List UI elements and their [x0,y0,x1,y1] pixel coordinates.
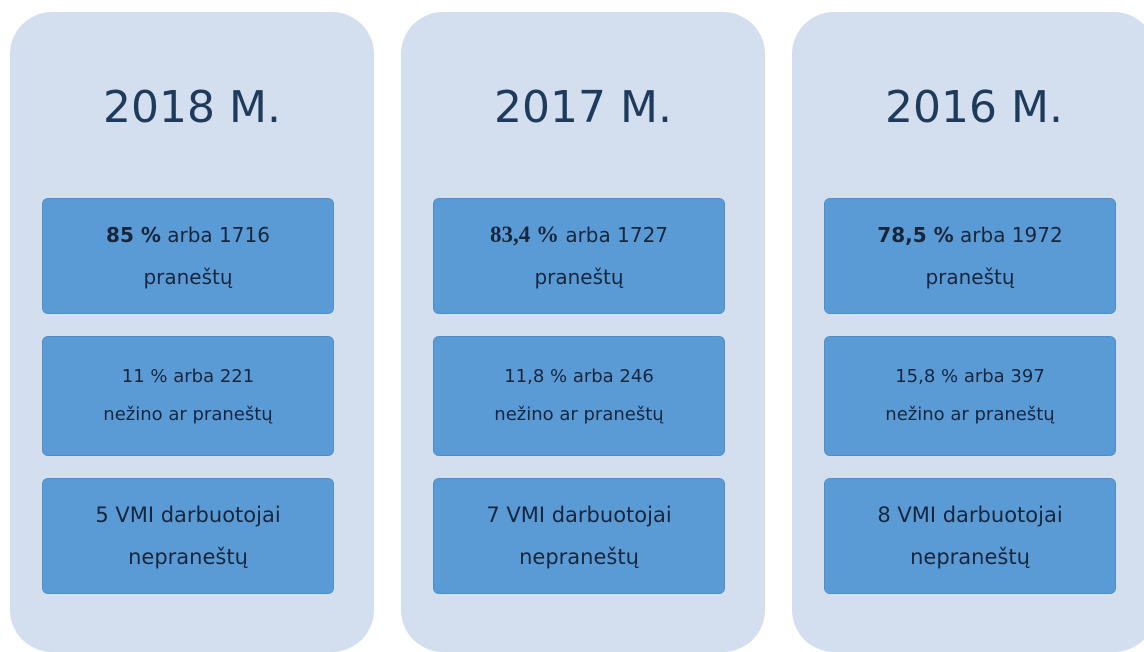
stat-line: nežino ar praneštų [885,404,1055,425]
stat-text: 5 VMI darbuotojai [95,503,281,527]
year-title: 2016 M. [885,82,1063,133]
stat-line: praneštų [534,265,624,289]
stat-line: 85 % arba 1716 [106,214,270,256]
year-title: 2017 M. [494,82,672,133]
stat-text: arba 1716 [167,223,270,247]
stat-text: arba 1727 [565,223,669,247]
page: {"columns": [ {"title": "2018 M.", "boxe… [10,12,1144,652]
stat-text: 11 % arba 221 [121,366,255,387]
stat-box: 8 VMI darbuotojai nepraneštų [824,478,1116,594]
stat-highlight: 85 % [106,223,161,247]
stat-text: arba 1972 [960,223,1063,247]
stat-line: 5 VMI darbuotojai [95,494,280,536]
stat-box: 85 % arba 1716 praneštų [42,198,334,314]
stat-text: 11,8 % arba 246 [504,366,654,387]
stat-line: 11 % arba 221 [122,358,254,396]
stat-line: nepraneštų [128,545,248,569]
stat-line: nežino ar praneštų [103,404,273,425]
stat-highlight: 78,5 % [877,223,954,247]
year-panel: 2017 M. 83,4 % arba 1727 praneštų 11,8 % ar… [401,12,765,652]
stat-line: nežino ar praneštų [494,404,664,425]
stat-box: 83,4 % arba 1727 praneštų [433,198,725,314]
year-title: 2018 M. [103,82,281,133]
stat-text: 15,8 % arba 397 [895,366,1045,387]
stat-line: 8 VMI darbuotojai [877,494,1062,536]
stat-line: nepraneštų [519,545,639,569]
stat-text: 8 VMI darbuotojai [877,503,1063,527]
stat-box: 15,8 % arba 397 nežino ar praneštų [824,336,1116,456]
stat-line: 78,5 % arba 1972 [877,214,1062,256]
stat-box: 7 VMI darbuotojai nepraneštų [433,478,725,594]
stat-line: nepraneštų [910,545,1030,569]
stat-box: 78,5 % arba 1972 praneštų [824,198,1116,314]
stat-line: 15,8 % arba 397 [895,358,1045,396]
stat-text: 7 VMI darbuotojai [486,503,672,527]
stat-box: 5 VMI darbuotojai nepraneštų [42,478,334,594]
stat-box: 11 % arba 221 nežino ar praneštų [42,336,334,456]
stat-line: praneštų [925,265,1015,289]
stat-line: 7 VMI darbuotojai [486,494,671,536]
stat-line: praneštų [143,265,233,289]
stat-line: 11,8 % arba 246 [504,358,654,396]
year-panel: 2016 M. 78,5 % arba 1972 praneštų 15,8 % ar… [792,12,1144,652]
stat-highlight: 83,4 % [489,222,559,247]
stat-line: 83,4 % arba 1727 [490,214,668,256]
stat-box: 11,8 % arba 246 nežino ar praneštų [433,336,725,456]
year-panel: 2018 M. 85 % arba 1716 praneštų 11 % arba 2… [10,12,374,652]
